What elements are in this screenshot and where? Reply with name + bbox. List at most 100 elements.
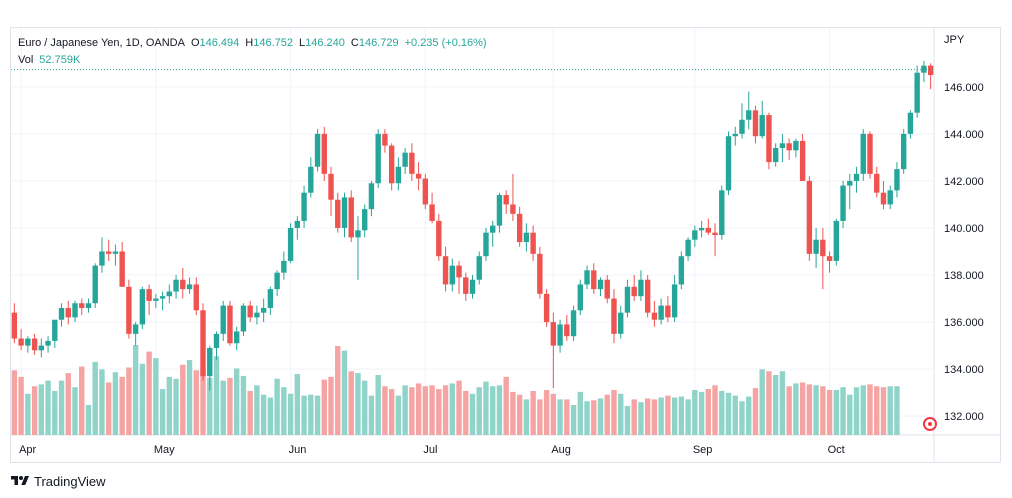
volume-label[interactable]: Vol [18,54,34,66]
candle-body [52,319,58,341]
candle-body [328,173,334,200]
price-tick-label: 142.000 [944,176,984,188]
low-label: L [298,37,306,49]
volume-bar [18,376,24,435]
candle-body [308,166,314,193]
volume-bar [65,373,71,435]
volume-bar [483,381,489,435]
volume-bar [496,385,503,435]
candle-body [813,239,819,254]
volume-bar [260,394,267,435]
candle-body [496,195,503,226]
footer-branding[interactable]: TradingView [10,471,106,491]
volume-bar [658,397,664,435]
volume-bar [52,390,58,435]
volume-bar [618,393,624,435]
price-tick-label: 144.000 [944,129,984,141]
candle-body [166,291,173,297]
price-tick-label: 136.000 [944,317,984,329]
volume-value: 52.759K [39,54,81,66]
volume-bar [510,391,516,435]
candle-body [732,133,738,137]
candle-body [159,296,166,299]
volume-bar [335,345,341,435]
volume-bar [523,399,530,435]
volume-bar [887,386,893,435]
candle-body [523,232,530,243]
event-marker-dot [928,422,932,426]
volume-bar [375,375,381,435]
candle-body [234,331,240,344]
volume-bar [490,386,496,435]
volume-bar [597,398,604,435]
candle-body [469,279,476,294]
candle-body [173,279,179,292]
candle-body [874,173,880,193]
symbol-title[interactable]: Euro / Japanese Yen, 1D, OANDA [18,37,185,49]
volume-bar [442,385,449,435]
candle-body [900,133,907,170]
volume-bar [746,396,752,435]
volume-bar [240,375,247,435]
candle-body [294,220,301,228]
candle-body [759,115,765,137]
volume-bar [429,385,435,435]
volume-bar [388,389,395,435]
volume-bar [793,383,799,435]
candle-body [705,227,711,233]
candle-body [456,265,462,278]
volume-bar [766,371,772,435]
volume-bar [119,376,125,435]
volume-bar [409,387,415,435]
candle-body [213,333,220,348]
price-tick-label: 138.000 [944,270,984,282]
volume-bar [577,391,583,435]
volume-bar [132,345,139,435]
volume-bar [799,382,806,435]
candle-body [92,265,98,304]
change-value: +0.235 (+0.16%) [404,37,487,49]
candle-body [25,338,31,346]
volume-bar [671,397,678,435]
candle-body [927,65,934,76]
candle-body [624,286,631,313]
candle-body [826,256,833,261]
candle-body [79,303,85,308]
candle-body [799,140,806,181]
time-tick-label: May [154,444,175,456]
candle-body [112,251,119,254]
candle-body [894,169,900,191]
volume-bar [45,380,51,435]
candle-body [180,279,186,290]
candle-body [38,345,45,351]
volume-bar [894,386,900,435]
volume-bar [685,399,691,435]
candle-body [678,256,685,285]
chart-frame[interactable] [10,27,1001,463]
tradingview-logo-icon [11,476,29,485]
candle-body [772,147,779,163]
volume-bar [207,377,213,435]
candle-body [671,284,678,318]
price-unit-label[interactable]: JPY [944,34,965,46]
volume-bar [772,375,779,435]
candle-body [65,307,71,318]
candle-body [725,136,732,191]
candle-body [658,305,664,320]
volume-bar [530,390,536,435]
volume-bar [638,402,644,435]
volume-bar [840,387,846,435]
volume-bar [611,390,617,435]
volume-bar [826,390,833,435]
volume-bar [321,379,327,435]
volume-bar [79,366,85,435]
candle-body [126,286,132,334]
candle-body [833,220,840,261]
candle-body [820,239,826,257]
candle-body [99,251,105,266]
candle-body [274,272,280,290]
volume-bar [220,380,226,435]
candle-body [779,143,786,148]
volume-bar [698,391,705,435]
